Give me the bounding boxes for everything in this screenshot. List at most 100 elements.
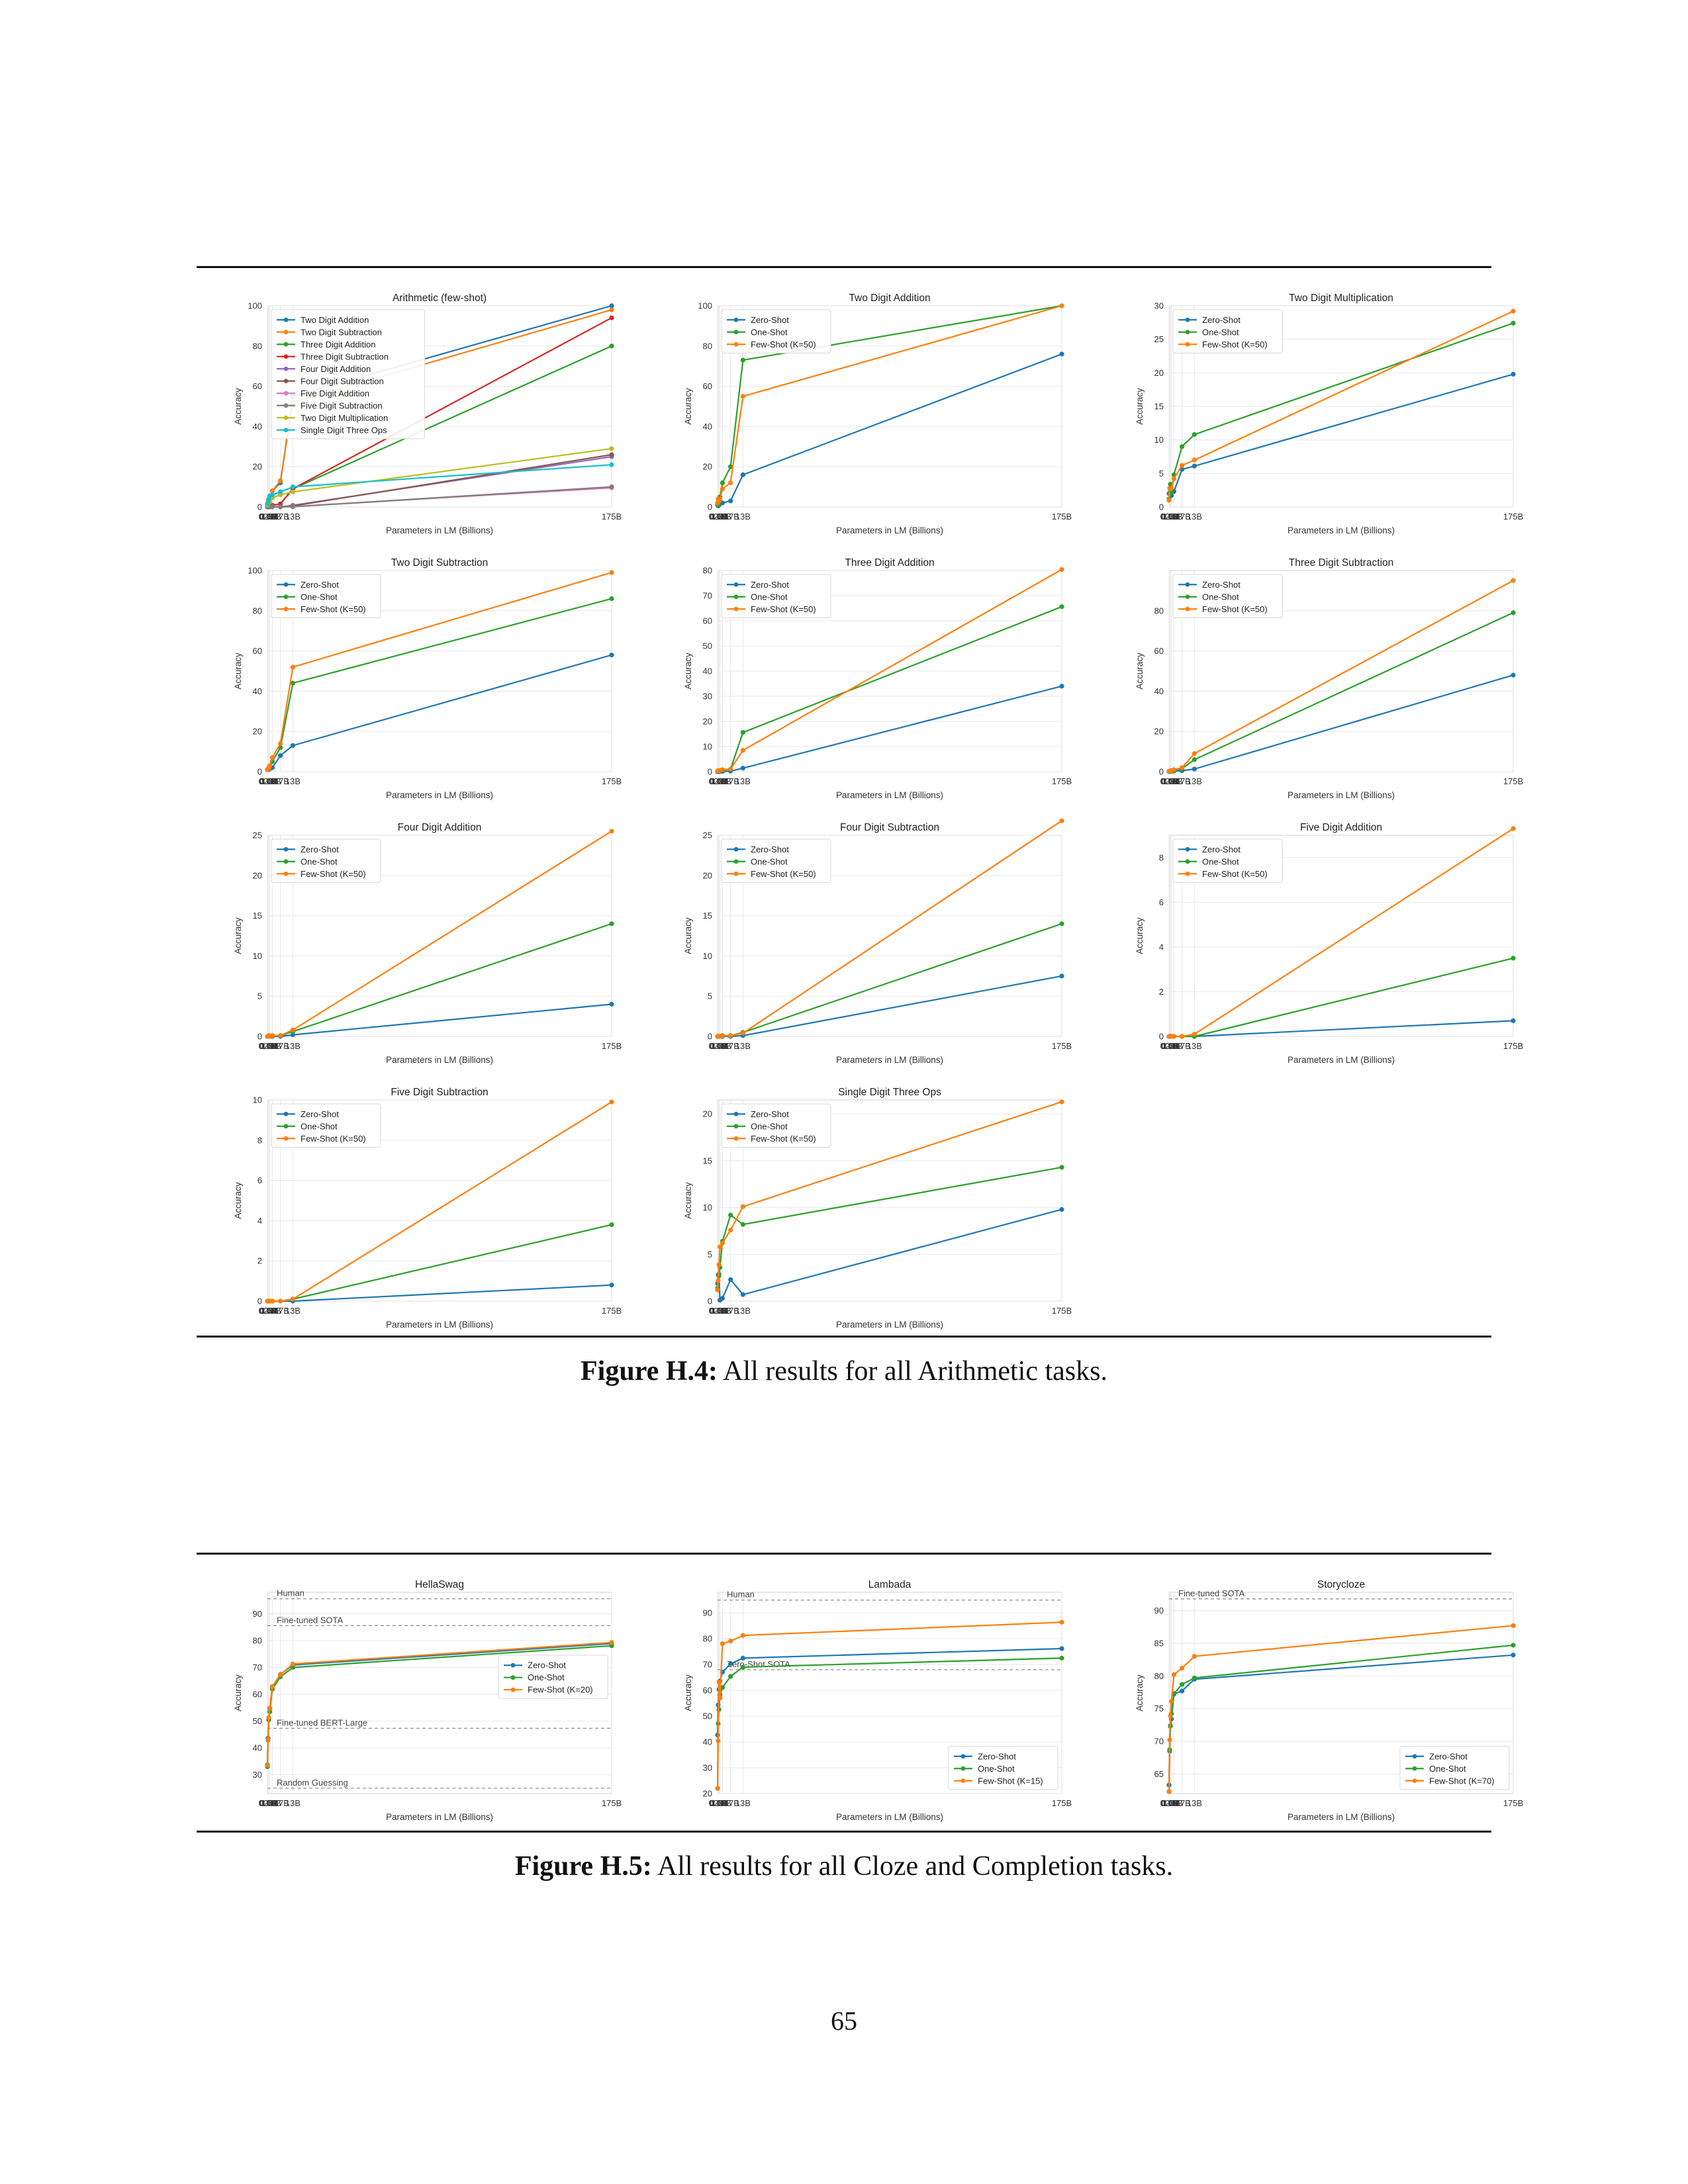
legend-swatch-marker (510, 1687, 516, 1692)
y-tick-label: 8 (1159, 852, 1164, 862)
x-tick-label: 1.3B (261, 1798, 279, 1808)
legend-swatch-marker (733, 582, 739, 587)
data-point-one-shot (740, 1664, 745, 1670)
legend-label: One-Shot (1202, 592, 1239, 602)
y-tick-label: 40 (703, 666, 712, 676)
x-tick-label: 6.7B (271, 1306, 289, 1316)
x-tick-label: 13B (735, 1041, 751, 1051)
data-point-few-shot-k-50 (278, 1033, 283, 1038)
data-point-one-shot (1511, 610, 1516, 615)
x-tick-label: 0.8B (1162, 1041, 1180, 1051)
legend-box (948, 1746, 1058, 1790)
data-point-few-shot-k-50 (290, 664, 295, 670)
x-tick-label: 175B (1503, 1041, 1523, 1051)
data-point-one-shot (1511, 1643, 1516, 1648)
y-tick-label: 30 (1154, 301, 1164, 311)
legend-swatch-marker (733, 1136, 739, 1141)
y-tick-label: 60 (703, 381, 712, 391)
chart-title: Four Digit Subtraction (840, 822, 939, 833)
x-tick-label: 0.1B (259, 1306, 277, 1316)
x-axis-label: Parameters in LM (Billions) (836, 1055, 943, 1065)
legend-swatch-marker (733, 871, 739, 876)
data-point-one-shot (1059, 1655, 1064, 1661)
x-tick-label: 2.6B (714, 1798, 731, 1808)
chart-five-digit-subtraction: 0.1B 0.4B 0.8B 1.3B 2.6B 6.7B 13B 175B 0 2 4 6 8 10 Fi… (225, 1085, 622, 1330)
figure-h5-caption: Figure H.5: All results for all Cloze an… (0, 1850, 1688, 1882)
data-point-zero-shot (1511, 1653, 1516, 1658)
x-axis-label: Parameters in LM (Billions) (836, 1812, 943, 1822)
data-point-one-shot (728, 1212, 733, 1218)
legend-swatch-marker (1412, 1754, 1417, 1759)
data-point-one-shot (1059, 921, 1064, 927)
y-tick-label: 10 (703, 742, 712, 752)
data-point-few-shot-k-50 (728, 766, 733, 772)
x-axis-label: Parameters in LM (Billions) (1288, 790, 1395, 800)
legend-label: Zero-Shot (751, 844, 789, 854)
data-point-zero-shot (728, 1277, 733, 1283)
x-tick-label: 0.4B (259, 1306, 277, 1316)
legend-label: Few-Shot (K=50) (1202, 340, 1268, 349)
x-tick-label: 0.4B (259, 512, 277, 522)
data-point-zero-shot (740, 1655, 745, 1661)
x-tick-label: 0.8B (710, 512, 728, 522)
data-point-zero-shot (728, 1661, 733, 1666)
x-axis-label: Parameters in LM (Billions) (1288, 1055, 1395, 1065)
y-tick-label: 10 (253, 951, 262, 961)
chart-title: Two Digit Multiplication (1289, 293, 1393, 304)
legend-label: One-Shot (301, 1121, 338, 1131)
data-point-few-shot-k-50 (1180, 765, 1185, 770)
x-tick-label: 0.1B (259, 1041, 277, 1051)
data-point-few-shot-k-50 (1171, 767, 1177, 772)
x-axis-label: Parameters in LM (Billions) (1288, 1812, 1395, 1822)
x-tick-label: 0.1B (709, 512, 727, 522)
data-point-few-shot-k-50 (1166, 498, 1172, 503)
data-point-few-shot-k-50 (740, 1204, 745, 1209)
y-tick-label: 20 (253, 870, 262, 880)
legend-swatch-marker (1185, 859, 1190, 864)
legend: Zero-Shot One-Shot Few-Shot (K=50) (271, 839, 381, 883)
legend-swatch-marker (1185, 846, 1190, 852)
x-tick-label: 13B (285, 1041, 301, 1051)
legend-swatch-marker (283, 341, 289, 347)
data-point-few-shot-k-15 (716, 1738, 721, 1744)
legend: Zero-Shot One-Shot Few-Shot (K=50) (721, 839, 831, 883)
legend-label: Few-Shot (K=50) (1202, 604, 1268, 614)
legend: Zero-Shot One-Shot Few-Shot (K=50) (271, 1103, 381, 1148)
legend-swatch-marker (733, 606, 739, 612)
x-tick-label: 0.1B (259, 1798, 277, 1808)
x-tick-label: 0.4B (710, 1041, 727, 1051)
y-tick-label: 0 (708, 767, 712, 777)
y-tick-label: 70 (703, 1660, 712, 1670)
x-tick-label: 0.8B (260, 1306, 278, 1316)
chart-title: Two Digit Subtraction (391, 557, 488, 569)
data-point-one-shot (1180, 1682, 1185, 1687)
y-tick-label: 80 (253, 341, 262, 351)
x-tick-label: 0.1B (709, 1798, 727, 1808)
y-tick-label: 0 (708, 1032, 712, 1042)
y-tick-label: 60 (253, 1690, 262, 1700)
data-point-zero-shot (1511, 672, 1516, 678)
x-tick-label: 2.6B (714, 1306, 731, 1316)
x-tick-label: 2.6B (1165, 1798, 1183, 1808)
legend-swatch-marker (733, 1124, 739, 1129)
legend-label: Few-Shot (K=50) (751, 1134, 816, 1144)
y-tick-label: 25 (1154, 334, 1164, 344)
legend-box (721, 574, 831, 618)
data-point-single-digit-three-ops (290, 484, 295, 490)
legend-label: Three Digit Subtraction (301, 351, 389, 361)
data-point-one-shot (720, 480, 726, 486)
legend-swatch-marker (283, 1124, 289, 1129)
data-point-two-digit-multiplication (609, 446, 614, 451)
y-tick-label: 60 (703, 1686, 712, 1696)
data-point-one-shot (1059, 604, 1064, 610)
y-tick-label: 70 (1154, 1737, 1164, 1747)
y-axis-label: Accuracy (233, 1674, 243, 1711)
data-point-few-shot-k-15 (715, 1786, 720, 1791)
legend-swatch-marker (961, 1754, 966, 1759)
reference-line-label: Human (277, 1588, 305, 1598)
x-tick-label: 13B (1187, 776, 1202, 786)
chart-hellaswag: 0.1B 0.4B 0.8B 1.3B 2.6B 6.7B 13B 175B 30 40 50 60 7… (225, 1578, 622, 1823)
legend: Zero-Shot One-Shot Few-Shot (K=15) (948, 1746, 1058, 1790)
x-tick-label: 1.3B (1162, 1798, 1180, 1808)
